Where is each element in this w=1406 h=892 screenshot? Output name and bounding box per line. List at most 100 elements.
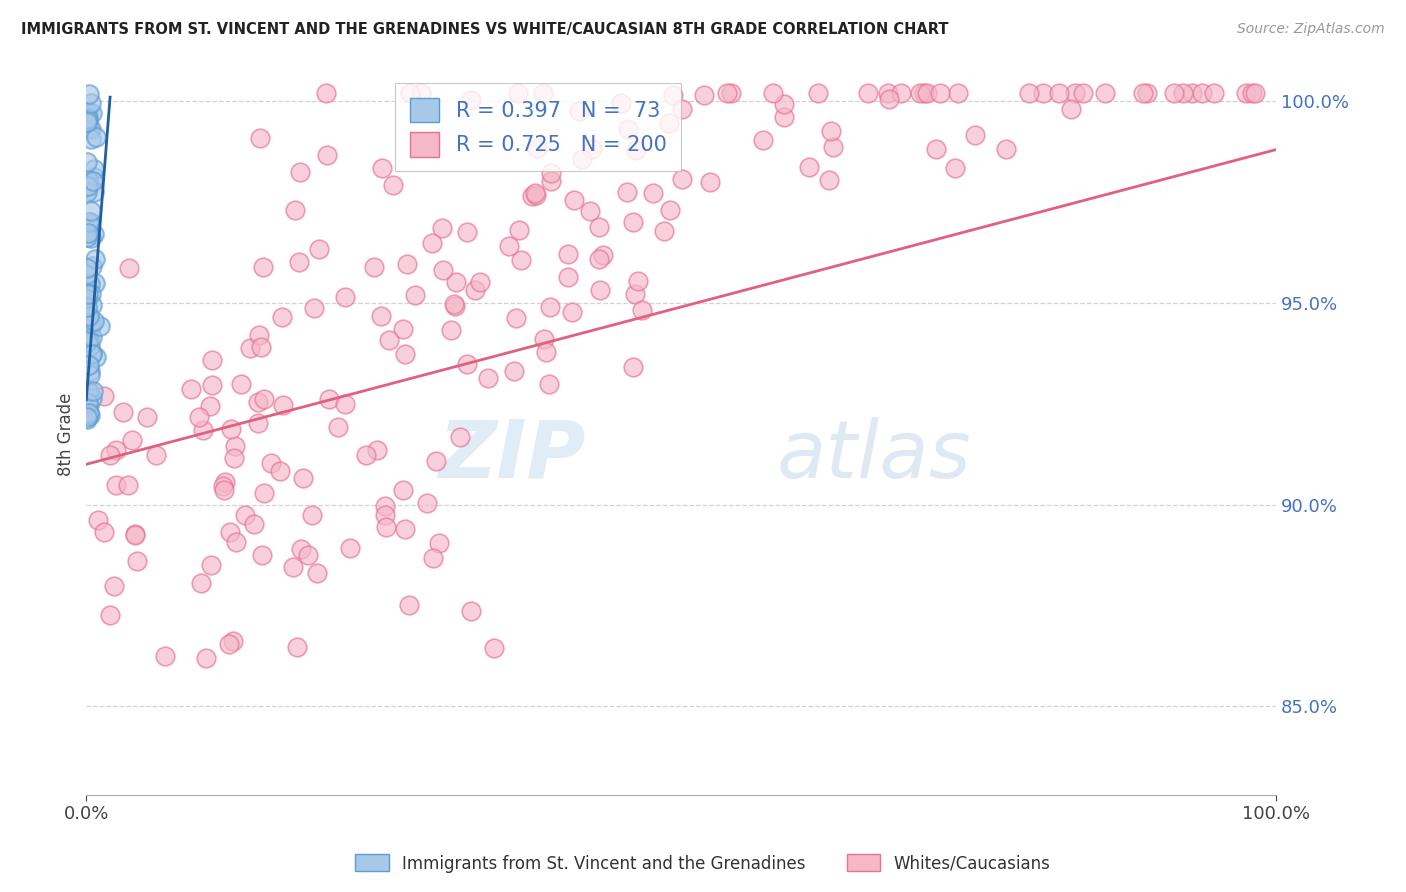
Point [79, 313, 101, 327]
Point [79, 331, 101, 345]
Point [247, 416, 270, 430]
Point [83, 276, 105, 290]
Point [76, 326, 98, 341]
Point [80, 330, 103, 344]
Point [76, 226, 98, 240]
Point [617, 122, 640, 136]
Point [77, 87, 100, 101]
Point [77, 331, 100, 345]
Point [271, 310, 294, 324]
Point [76, 155, 98, 169]
Point [288, 165, 311, 179]
Point [557, 269, 579, 284]
Point [470, 276, 492, 290]
Point [118, 260, 141, 275]
Point [624, 286, 647, 301]
Point [508, 86, 530, 100]
Point [524, 187, 547, 202]
Point [93, 389, 115, 403]
Point [180, 382, 202, 396]
Point [374, 508, 396, 523]
Legend: Immigrants from St. Vincent and the Grenadines, Whites/Caucasians: Immigrants from St. Vincent and the Gren… [349, 847, 1057, 880]
Point [716, 86, 738, 100]
Point [912, 86, 935, 100]
Point [658, 115, 681, 129]
Point [80, 204, 103, 219]
Point [477, 370, 499, 384]
Point [394, 347, 416, 361]
Point [269, 464, 291, 478]
Point [105, 442, 128, 457]
Point [799, 161, 821, 175]
Point [288, 255, 311, 269]
Point [446, 276, 468, 290]
Point [943, 161, 966, 176]
Point [76, 185, 98, 199]
Point [505, 310, 527, 325]
Point [111, 405, 134, 419]
Point [104, 477, 127, 491]
Point [219, 524, 242, 539]
Point [509, 253, 531, 268]
Point [1243, 86, 1265, 100]
Point [440, 323, 463, 337]
Point [195, 651, 218, 665]
Point [285, 640, 308, 655]
Point [568, 104, 591, 119]
Point [946, 86, 969, 100]
Point [1163, 86, 1185, 100]
Point [1047, 86, 1070, 100]
Point [76, 400, 98, 414]
Point [456, 357, 478, 371]
Point [631, 303, 654, 318]
Point [77, 104, 100, 119]
Point [83, 252, 105, 266]
Point [153, 649, 176, 664]
Point [76, 412, 98, 426]
Point [856, 86, 879, 100]
Point [924, 142, 946, 156]
Point [579, 204, 602, 219]
Point [335, 290, 357, 304]
Point [76, 112, 98, 127]
Point [98, 448, 121, 462]
Point [561, 305, 583, 319]
Point [76, 384, 98, 398]
Point [571, 152, 593, 166]
Point [378, 334, 401, 348]
Y-axis label: 8th Grade: 8th Grade [58, 392, 75, 475]
Point [589, 283, 612, 297]
Point [540, 166, 562, 180]
Point [246, 395, 269, 409]
Point [1132, 86, 1154, 100]
Point [536, 345, 558, 359]
Point [79, 364, 101, 378]
Point [252, 260, 274, 274]
Point [83, 161, 105, 176]
Point [93, 524, 115, 539]
Point [121, 433, 143, 447]
Point [301, 508, 323, 523]
Point [83, 227, 105, 242]
Point [83, 170, 105, 185]
Point [242, 516, 264, 531]
Point [374, 499, 396, 513]
Point [80, 95, 103, 110]
Point [908, 86, 931, 100]
Point [588, 252, 610, 266]
Point [1191, 86, 1213, 100]
Point [82, 174, 104, 188]
Point [219, 422, 242, 436]
Point [80, 319, 103, 334]
Point [381, 178, 404, 193]
Point [218, 637, 240, 651]
Point [253, 392, 276, 406]
Point [136, 409, 159, 424]
Point [354, 448, 377, 462]
Point [616, 185, 638, 199]
Point [292, 471, 315, 485]
Point [363, 260, 385, 275]
Point [79, 215, 101, 229]
Point [523, 186, 546, 201]
Point [76, 321, 98, 335]
